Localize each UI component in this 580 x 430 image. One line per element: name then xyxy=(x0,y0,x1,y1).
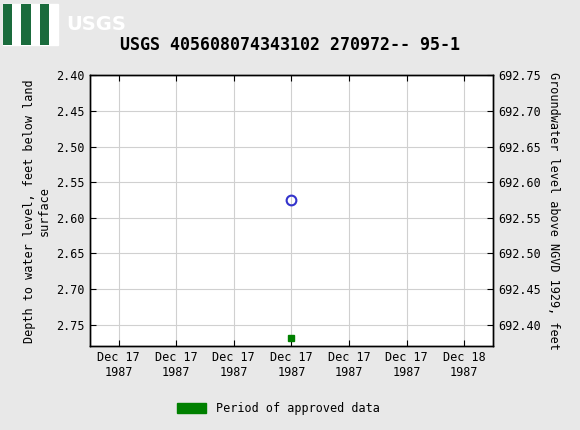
Text: USGS 405608074343102 270972-- 95-1: USGS 405608074343102 270972-- 95-1 xyxy=(120,36,460,54)
Legend: Period of approved data: Period of approved data xyxy=(172,397,385,420)
Bar xyxy=(21,4,31,46)
Bar xyxy=(3,4,58,46)
Text: USGS: USGS xyxy=(67,15,126,34)
Bar xyxy=(40,4,49,46)
Y-axis label: Groundwater level above NGVD 1929, feet: Groundwater level above NGVD 1929, feet xyxy=(547,72,560,350)
Y-axis label: Depth to water level, feet below land
surface: Depth to water level, feet below land su… xyxy=(23,79,51,343)
Bar xyxy=(3,4,12,46)
